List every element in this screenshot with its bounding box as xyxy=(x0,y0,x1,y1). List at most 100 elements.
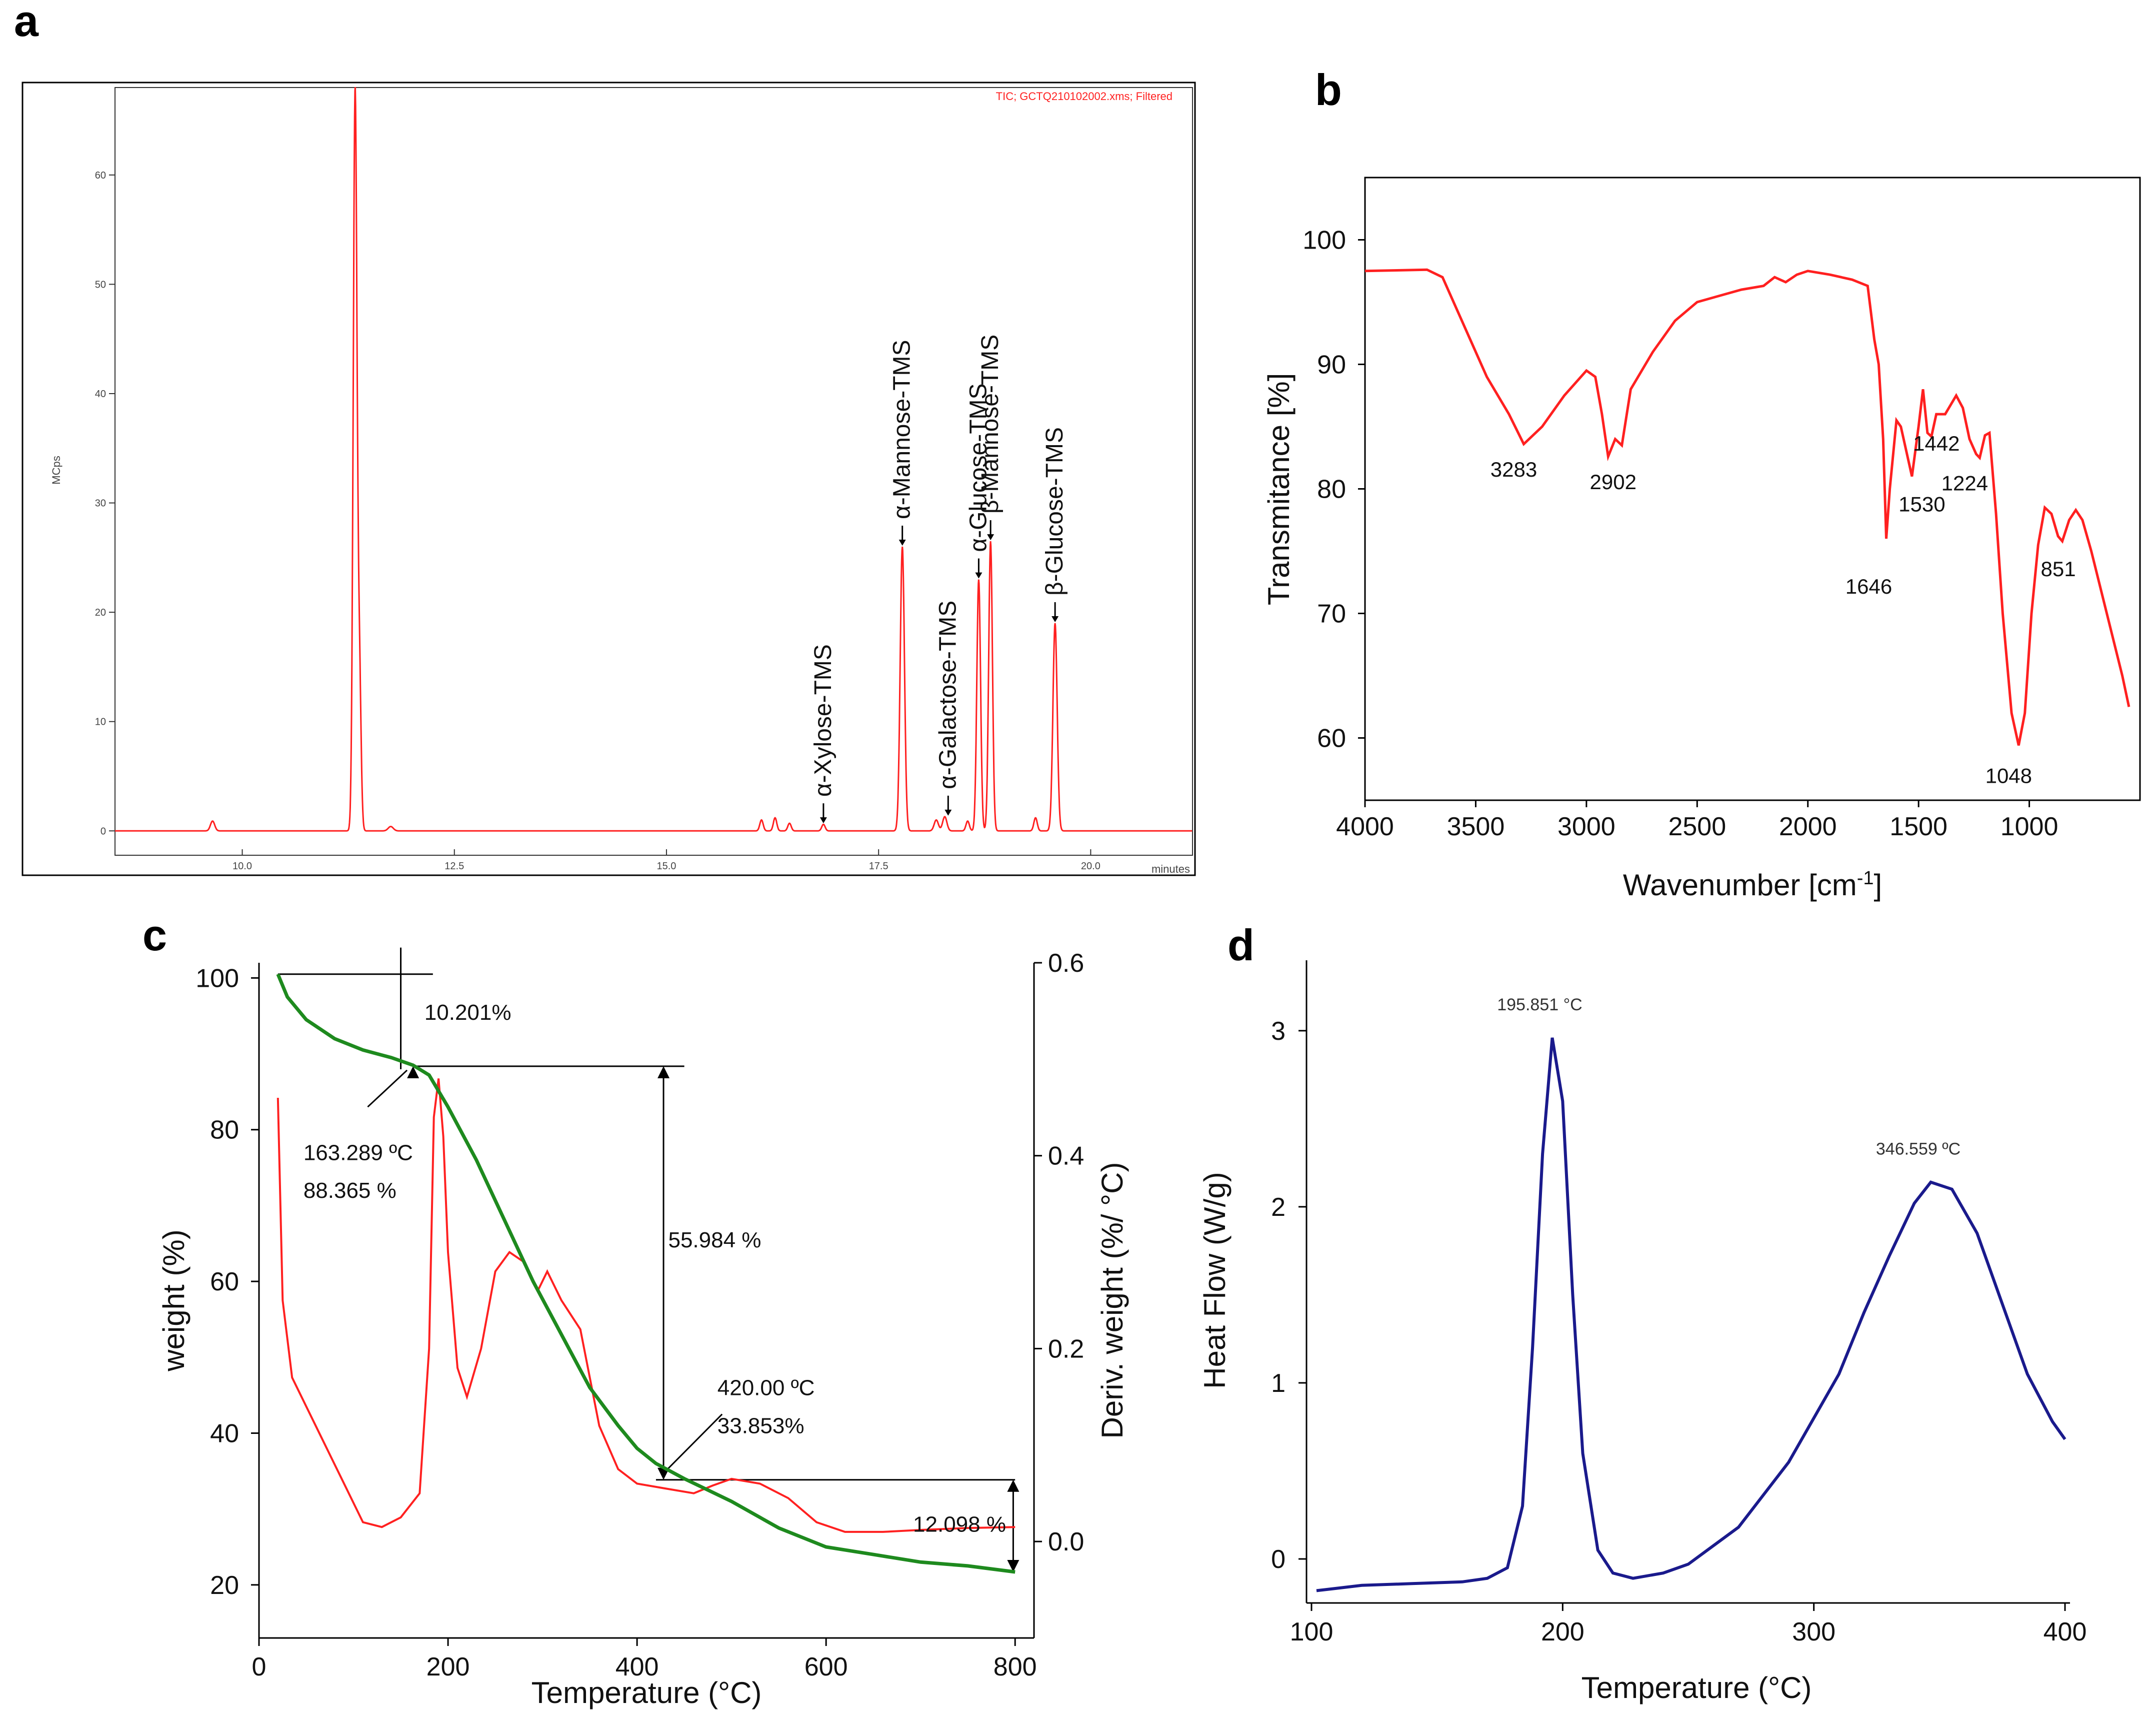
chart-c-guide-arrow xyxy=(1007,1560,1020,1572)
chart-d-peak-label: 195.851 °C xyxy=(1497,995,1582,1014)
chart-c-y2ticks: 0.0 0.2 0.4 0.6 xyxy=(1034,949,1084,1556)
chart-a-x-tick-label: 20.0 xyxy=(1081,861,1100,872)
chart-b-xlabel: Wavenumber [cm-1] xyxy=(1623,868,1882,902)
chart-a-y-tick-label: 10 xyxy=(95,717,106,728)
chart-c-yticks: 20 40 60 80 100 xyxy=(196,964,259,1600)
panel-b-label: b xyxy=(1315,65,1342,115)
chart-d-peak-labels: 195.851 °C 346.559 ºC xyxy=(1497,995,1960,1159)
chart-c-y-tick-label: 40 xyxy=(210,1419,239,1448)
chart-a-y-tick-label: 40 xyxy=(95,389,106,400)
chart-a-peak-label: α-Galactose-TMS xyxy=(934,601,961,789)
chart-b-x-tick-label: 3000 xyxy=(1558,812,1616,841)
chart-b-peak-label: 851 xyxy=(2041,557,2076,581)
chart-b-peak-label: 3283 xyxy=(1490,458,1537,481)
chart-a-xticks: 10.0 12.5 15.0 17.5 20.0 xyxy=(232,849,1100,872)
chart-d-y-tick-label: 2 xyxy=(1271,1193,1286,1222)
chart-a-y-tick-label: 0 xyxy=(100,826,106,837)
chart-a-label-arrow xyxy=(820,817,827,824)
chart-a-peak-label: α-Glucose-TMS xyxy=(965,383,992,552)
chart-d: 100 200 300 400 0 1 2 3 195.851 °C 346.559 ºC T… xyxy=(1198,960,2086,1704)
chart-c-guide-arrow xyxy=(407,1066,420,1078)
chart-c-y2-tick-label: 0.0 xyxy=(1048,1527,1084,1556)
panel-c-label: c xyxy=(142,910,167,960)
chart-a-label-arrow xyxy=(944,809,952,816)
chart-a-y-tick-label: 20 xyxy=(95,607,106,618)
chart-c-y2-tick-label: 0.4 xyxy=(1048,1142,1084,1171)
chart-a-x-tick-label: 10.0 xyxy=(232,861,252,872)
chart-a-peak-label: β-Glucose-TMS xyxy=(1042,427,1068,596)
chart-a-y-tick-label: 50 xyxy=(95,279,106,290)
chart-a-x-tick-label: 15.0 xyxy=(656,861,676,872)
chart-d-dsc-line xyxy=(1316,1037,2066,1592)
chart-b: 4000 3500 3000 2500 2000 1500 1000 60 70 80 90 100… xyxy=(1262,177,2141,902)
chart-a-frame xyxy=(22,82,1196,876)
chart-a: TIC; GCTQ210102002.xms; Filtered minutes… xyxy=(22,82,1196,876)
chart-a-xlabel: minutes xyxy=(1152,863,1190,875)
chart-d-xlabel: Temperature (°C) xyxy=(1582,1671,1812,1704)
chart-d-y-tick-label: 0 xyxy=(1271,1545,1286,1574)
chart-c-guide-arrow xyxy=(1007,1479,1020,1492)
chart-a-label-arrow xyxy=(975,572,982,579)
chart-c-y2label: Deriv. weight (%/ °C) xyxy=(1096,1162,1129,1439)
chart-a-yticks: 0 10 20 30 40 50 60 xyxy=(95,170,115,837)
chart-b-y-tick-label: 60 xyxy=(1317,724,1346,753)
chart-c-xlabel: Temperature (°C) xyxy=(532,1676,762,1709)
panel-a-label: a xyxy=(14,0,39,46)
chart-b-peak-label: 2902 xyxy=(1590,470,1636,494)
chart-b-x-tick-label: 2000 xyxy=(1779,812,1837,841)
chart-c-y2-tick-label: 0.6 xyxy=(1048,949,1084,978)
chart-b-y-tick-label: 70 xyxy=(1317,600,1346,629)
chart-a-y-tick-label: 60 xyxy=(95,170,106,181)
chart-d-ylabel: Heat Flow (W/g) xyxy=(1198,1172,1232,1388)
chart-b-yticks: 60 70 80 90 100 xyxy=(1302,226,1365,753)
chart-a-label-arrow xyxy=(987,534,994,541)
chart-d-x-tick-label: 200 xyxy=(1541,1617,1584,1646)
chart-c-x-tick-label: 400 xyxy=(616,1652,659,1681)
chart-c-y-tick-label: 80 xyxy=(210,1116,239,1145)
chart-a-title: TIC; GCTQ210102002.xms; Filtered xyxy=(996,90,1172,103)
chart-c-x-tick-label: 800 xyxy=(994,1652,1037,1681)
chart-c-ylabel: weight (%) xyxy=(157,1229,190,1371)
chart-a-label-arrow xyxy=(898,540,906,546)
chart-b-x-tick-label: 4000 xyxy=(1336,812,1394,841)
chart-a-x-tick-label: 17.5 xyxy=(869,861,888,872)
chart-d-x-tick-label: 300 xyxy=(1792,1617,1836,1646)
chart-b-peak-label: 1646 xyxy=(1846,575,1892,598)
chart-c-y-tick-label: 100 xyxy=(196,964,239,993)
chart-c-onset1-weight: 88.365 % xyxy=(304,1178,396,1203)
chart-b-peak-labels: 3283 2902 1646 1530 1442 1224 1048 851 xyxy=(1490,432,2076,788)
chart-b-y-tick-label: 80 xyxy=(1317,475,1346,504)
chart-a-label-arrow xyxy=(1052,616,1059,622)
chart-b-peak-label: 1048 xyxy=(1986,764,2032,787)
chart-c: 0 200 400 600 800 20 40 60 80 100 0.0 0.2 0.4 0.6 1… xyxy=(157,947,1129,1709)
chart-c-derivative-line xyxy=(276,1078,1016,1533)
chart-c-y-tick-label: 60 xyxy=(210,1267,239,1296)
chart-b-ftir-line xyxy=(1364,268,2130,746)
chart-c-y-tick-label: 20 xyxy=(210,1571,239,1600)
chart-a-y-tick-label: 30 xyxy=(95,498,106,509)
chart-b-x-tick-label: 2500 xyxy=(1668,812,1726,841)
chart-b-peak-label: 1530 xyxy=(1898,493,1945,516)
chart-c-guide-line xyxy=(662,1413,723,1474)
chart-d-x-tick-label: 400 xyxy=(2044,1617,2087,1646)
chart-a-x-tick-label: 12.5 xyxy=(444,861,464,872)
chart-c-onset1-temp: 163.289 ºC xyxy=(304,1140,413,1165)
chart-b-y-tick-label: 100 xyxy=(1302,226,1346,255)
chart-a-peak-label: α-Mannose-TMS xyxy=(889,340,916,519)
panel-d-label: d xyxy=(1228,920,1254,970)
chart-c-guide-line xyxy=(367,1069,408,1108)
chart-c-step-guides xyxy=(278,947,1020,1572)
chart-b-x-tick-label: 1500 xyxy=(1890,812,1948,841)
chart-c-weight-line xyxy=(276,973,1016,1574)
chart-a-peak-label: β-Mannose-TMS xyxy=(977,335,1004,514)
chart-d-x-tick-label: 100 xyxy=(1290,1617,1334,1646)
chart-b-peak-label: 1224 xyxy=(1942,471,1988,495)
chart-a-chromatogram-line xyxy=(115,87,1192,832)
chart-a-ylabel: MCps xyxy=(50,456,62,484)
chart-c-guide-arrow xyxy=(658,1066,670,1078)
chart-b-x-tick-label: 1000 xyxy=(2000,812,2058,841)
chart-b-peak-label: 1442 xyxy=(1913,432,1960,455)
chart-c-y2-tick-label: 0.2 xyxy=(1048,1334,1084,1363)
chart-c-onset2-temp: 420.00 ºC xyxy=(718,1376,815,1400)
